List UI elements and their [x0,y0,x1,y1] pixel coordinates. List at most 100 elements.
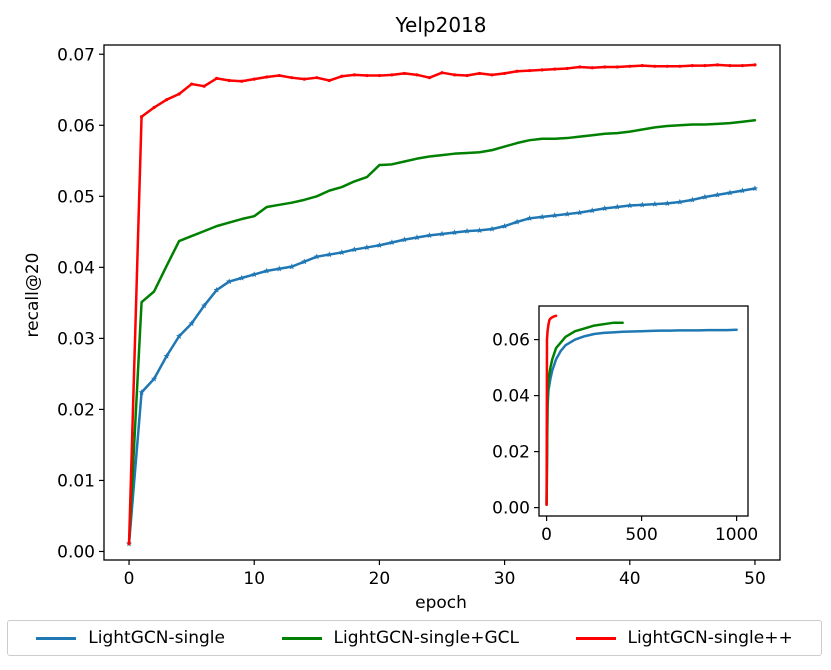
data-point-lightgcn-single-plusplus [377,73,382,78]
legend-item-lightgcn-single-gcl: LightGCN-single+GCL [281,628,519,648]
x-tick-label: 40 [619,569,641,589]
data-point-lightgcn-single [263,267,270,274]
data-point-lightgcn-single [739,187,746,194]
data-point-lightgcn-single-plusplus [352,73,356,77]
data-point-lightgcn-single [726,189,733,196]
data-point-lightgcn-single-plusplus [427,76,432,80]
data-point-lightgcn-single-plusplus [653,64,657,68]
legend-item-lightgcn-single-plusplus: LightGCN-single++ [575,628,793,648]
data-point-lightgcn-single [526,215,533,221]
data-point-lightgcn-single-plusplus [528,68,532,73]
x-tick-label: 30 [494,569,516,589]
x-tick-label: 0 [124,569,135,589]
data-point-lightgcn-single-plusplus [715,63,720,67]
data-point-lightgcn-single-plusplus [553,67,557,71]
legend-swatch-lightgcn-single [36,636,77,640]
data-point-lightgcn-single-plusplus [390,73,394,77]
y-tick-label: 0.07 [57,45,95,65]
data-point-lightgcn-single-plusplus [152,105,156,110]
x-tick-label: 50 [744,569,766,589]
data-point-lightgcn-single-plusplus [402,71,407,76]
data-point-lightgcn-single [301,258,308,265]
data-point-lightgcn-single [313,253,320,260]
data-point-lightgcn-single-plusplus [665,64,669,68]
data-point-lightgcn-single-plusplus [277,73,281,78]
data-point-lightgcn-single [639,201,646,208]
data-point-lightgcn-single [676,198,683,205]
inset-series-line-lightgcn-single-plus-gcl [545,321,624,507]
data-point-lightgcn-single-plusplus [565,66,569,71]
data-point-lightgcn-single-plusplus [265,75,269,79]
data-point-lightgcn-single [176,333,183,339]
legend-swatch-lightgcn-single-gcl [281,636,322,640]
legend-label-lightgcn-single-plusplus: LightGCN-single++ [627,628,793,648]
legend-label-lightgcn-single: LightGCN-single [88,628,225,648]
inset-x-tick-label: 0 [541,525,552,545]
data-point-lightgcn-single-plusplus [603,65,607,69]
inset-series-line-lightgcn-single [545,328,738,507]
x-axis-label: epoch [415,593,467,613]
main-plot: 0 10 20 30 40 500.000.010.020.030.040.050.060… [57,44,781,589]
data-point-lightgcn-single [363,244,370,251]
series-line-lightgcn-single-plusplus [127,63,757,545]
data-point-lightgcn-single-plusplus [139,115,144,119]
plot-frame [103,44,781,561]
data-point-lightgcn-single-plusplus [515,69,519,73]
data-point-lightgcn-single [238,274,245,281]
data-point-lightgcn-single [626,202,633,209]
y-tick-label: 0.01 [57,472,95,492]
y-tick-label: 0.06 [57,116,95,136]
data-point-lightgcn-single-plusplus [340,74,344,78]
data-point-lightgcn-single [751,185,759,192]
data-point-lightgcn-single-plusplus [540,68,544,72]
data-point-lightgcn-single-plusplus [628,64,632,68]
y-tick-label: 0.05 [57,187,95,207]
data-point-lightgcn-single-plusplus [315,76,319,80]
data-point-lightgcn-single [426,232,433,238]
x-tick-label: 20 [369,569,391,589]
data-point-lightgcn-single-plusplus [252,77,256,81]
y-tick-label: 0.02 [57,401,95,421]
data-point-lightgcn-single [401,236,408,243]
data-point-lightgcn-single [351,246,358,253]
series-line-lightgcn-single-plus-gcl [127,119,757,545]
data-point-lightgcn-single [251,271,258,278]
data-point-lightgcn-single [664,200,671,206]
data-point-lightgcn-single [564,210,571,217]
data-point-lightgcn-single-plusplus [327,78,331,83]
data-point-lightgcn-single-plusplus [690,64,694,68]
data-point-lightgcn-single-plusplus [502,71,507,76]
data-point-lightgcn-single [338,249,345,256]
data-point-lightgcn-single [201,302,208,309]
data-point-lightgcn-single [451,229,458,236]
data-point-lightgcn-single-plusplus [703,64,707,68]
inset-y-tick-label: 0.04 [492,387,530,407]
data-point-lightgcn-single-plusplus [240,79,244,83]
data-point-lightgcn-single-plusplus [290,76,294,80]
data-point-lightgcn-single [413,234,421,241]
data-point-lightgcn-single [501,222,508,229]
legend-swatch-lightgcn-single-plusplus [575,636,616,640]
data-point-lightgcn-single [276,265,283,272]
data-point-lightgcn-single-plusplus [615,65,619,69]
legend: LightGCN-single LightGCN-single+GCL Ligh… [7,620,822,656]
data-point-lightgcn-single-plusplus [640,64,644,68]
data-point-lightgcn-single [589,207,596,214]
data-point-lightgcn-single [163,352,170,359]
inset-x-tick-label: 1000 [715,525,758,545]
inset-y-tick-label: 0.02 [492,443,530,463]
data-point-lightgcn-single-plusplus [177,92,181,96]
data-point-lightgcn-single [651,200,658,207]
data-point-lightgcn-single [188,320,195,327]
data-point-lightgcn-single [463,227,471,234]
data-point-lightgcn-single [601,205,608,211]
inset-y-tick-label: 0.00 [492,499,530,519]
data-point-lightgcn-single-plusplus [728,64,732,68]
data-point-lightgcn-single-plusplus [365,73,369,78]
x-tick-label: 10 [243,569,265,589]
data-point-lightgcn-single-plusplus [215,76,219,80]
data-point-lightgcn-single [213,286,220,293]
data-point-lightgcn-single-plusplus [190,82,194,86]
y-tick-label: 0.00 [57,543,95,563]
data-point-lightgcn-single [489,225,496,232]
